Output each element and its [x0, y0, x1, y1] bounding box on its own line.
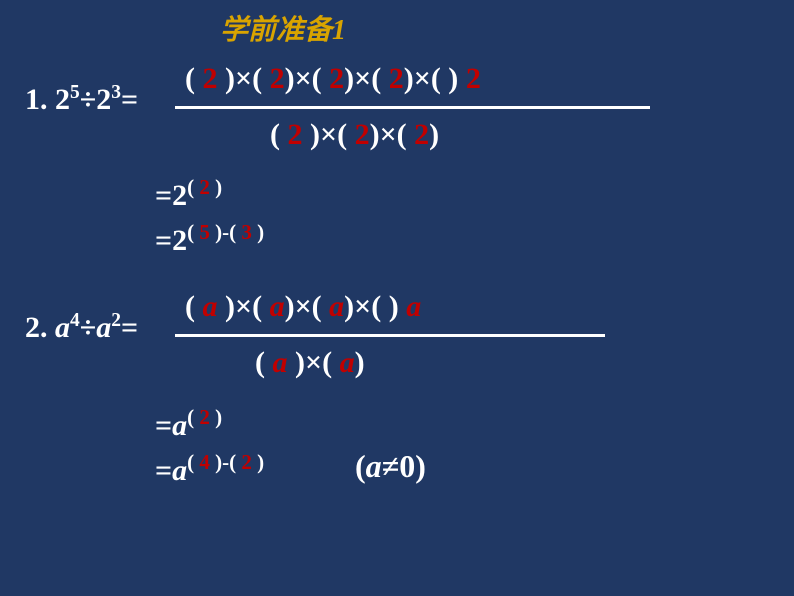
p1-step2: =2( 5 )-( 3 )	[155, 220, 264, 258]
p2-s1-val: 2	[199, 405, 210, 429]
p1-den-v1: 2	[288, 118, 303, 151]
frac1-bar	[175, 106, 650, 109]
p1-den-rp3: )	[429, 118, 439, 151]
p1-num-v4: 2	[389, 62, 404, 95]
p1-den-rp2: )×(	[370, 118, 415, 151]
p2-s2-prefix: =	[155, 454, 172, 487]
p1-s1-rp: )	[210, 175, 222, 199]
p1-s2-v2: 3	[241, 220, 252, 244]
page-title: 学前准备1	[220, 8, 346, 48]
p1-num-v5: 2	[466, 62, 481, 95]
p1-num-rp4: )×( )	[404, 62, 466, 95]
p2-num-rp3: )×( )	[344, 290, 406, 323]
frac2-denominator: ( a )×( a)	[255, 346, 365, 380]
p1-op: ÷	[80, 83, 96, 116]
frac2-bar	[175, 334, 605, 337]
p2-cond-ne: ≠0	[382, 448, 416, 484]
p2-op: ÷	[80, 311, 96, 344]
p2-s1-lp: (	[187, 405, 199, 429]
p1-s2-exp: ( 5 )-( 3 )	[187, 220, 264, 244]
p1-num-v3: 2	[329, 62, 344, 95]
p2-s1-rp: )	[210, 405, 222, 429]
problem1-lhs: 1. 25÷23=	[25, 82, 138, 117]
p2-eq: =	[121, 311, 138, 344]
p2-den-rp2: )	[355, 346, 365, 379]
p1-s1-prefix: =2	[155, 179, 187, 212]
p1-den-v3: 2	[414, 118, 429, 151]
p1-eq: =	[121, 83, 138, 116]
p2-s2-rp: )	[252, 450, 264, 474]
p1-den-rp1: )×(	[303, 118, 355, 151]
p1-base2: 2	[96, 83, 111, 116]
p2-step1: =a( 2 )	[155, 405, 222, 443]
p2-s1-prefix: =	[155, 409, 172, 442]
p2-condition: (a≠0)	[355, 448, 426, 485]
p2-s2-mid: )-(	[210, 450, 241, 474]
p2-num-v2: a	[270, 290, 285, 323]
p2-base1: a	[55, 311, 70, 344]
p2-step2: =a( 4 )-( 2 )	[155, 450, 264, 488]
p2-base2: a	[96, 311, 111, 344]
p1-base1: 2	[55, 83, 70, 116]
p1-s1-val: 2	[199, 175, 210, 199]
p2-cond-base: a	[366, 448, 382, 484]
p2-s1-exp: ( 2 )	[187, 405, 222, 429]
p2-num-v1: a	[203, 290, 218, 323]
p2-cond-lp: (	[355, 448, 366, 484]
frac1-denominator: ( 2 )×( 2)×( 2)	[270, 118, 439, 152]
problem2-lhs: 2. a4÷a2=	[25, 310, 138, 345]
p1-s1-exp: ( 2 )	[187, 175, 222, 199]
frac1-numerator: ( 2 )×( 2)×( 2)×( 2)×( ) 2	[185, 62, 481, 96]
p1-num-rp2: )×(	[285, 62, 330, 95]
p1-num-rp3: )×(	[344, 62, 389, 95]
p1-step1: =2( 2 )	[155, 175, 222, 213]
p1-exp2: 3	[111, 82, 121, 103]
p2-num-rp2: )×(	[285, 290, 330, 323]
p2-den-lp1: (	[255, 346, 273, 379]
p1-num-lp1: (	[185, 62, 203, 95]
p1-den-v2: 2	[355, 118, 370, 151]
p1-exp1: 5	[70, 82, 80, 103]
p1-s2-rp: )	[252, 220, 264, 244]
p2-exp2: 2	[111, 310, 121, 331]
p1-s2-prefix: =2	[155, 224, 187, 257]
p2-s2-v2: 2	[241, 450, 252, 474]
p1-num-rp1: )×(	[218, 62, 270, 95]
p2-exp1: 4	[70, 310, 80, 331]
p2-s1-base: a	[172, 409, 187, 442]
p1-den-lp1: (	[270, 118, 288, 151]
p1-s2-lp1: (	[187, 220, 199, 244]
p1-s1-lp: (	[187, 175, 199, 199]
p1-label: 1.	[25, 83, 55, 116]
p2-num-rp1: )×(	[218, 290, 270, 323]
p2-s2-base: a	[172, 454, 187, 487]
p2-den-rp1: )×(	[288, 346, 340, 379]
p1-num-v2: 2	[270, 62, 285, 95]
p2-cond-rp: )	[415, 448, 426, 484]
p2-num-lp1: (	[185, 290, 203, 323]
p2-s2-lp1: (	[187, 450, 199, 474]
p2-num-v4: a	[406, 290, 421, 323]
frac2-numerator: ( a )×( a)×( a)×( ) a	[185, 290, 421, 324]
p2-den-v1: a	[273, 346, 288, 379]
p2-den-v2: a	[340, 346, 355, 379]
p1-s2-v1: 5	[199, 220, 210, 244]
p1-s2-mid: )-(	[210, 220, 241, 244]
p2-label: 2.	[25, 311, 55, 344]
p2-num-v3: a	[329, 290, 344, 323]
p2-s2-v1: 4	[199, 450, 210, 474]
p2-s2-exp: ( 4 )-( 2 )	[187, 450, 264, 474]
p1-num-v1: 2	[203, 62, 218, 95]
